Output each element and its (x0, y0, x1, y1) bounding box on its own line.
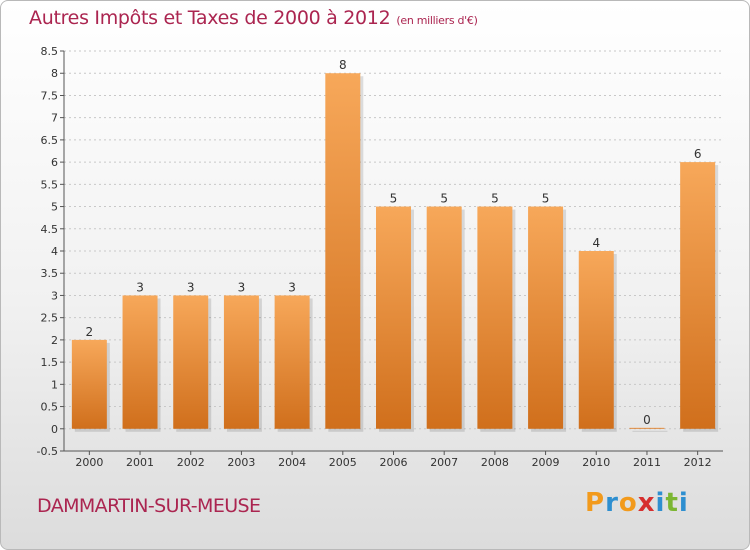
bar (376, 206, 411, 429)
y-tick-label: 0.5 (41, 401, 59, 414)
x-tick-label: 2007 (430, 456, 458, 469)
logo-letter: P (585, 488, 606, 518)
bar (680, 162, 716, 429)
y-tick-label: 1.5 (41, 356, 59, 369)
proxiti-logo[interactable]: Proxiti (585, 488, 689, 518)
x-tick-label: 2002 (177, 456, 205, 469)
y-tick-label: -0.5 (37, 445, 58, 458)
bar-shadow (632, 430, 668, 432)
x-tick-label: 2009 (532, 456, 560, 469)
y-tick-label: 5.5 (41, 178, 59, 191)
bar (325, 73, 361, 429)
x-tick-label: 2000 (75, 456, 103, 469)
x-tick-label: 2001 (126, 456, 154, 469)
y-tick-label: 5 (51, 201, 58, 214)
data-label: 5 (491, 192, 499, 206)
bar (629, 427, 665, 429)
y-tick-label: 1 (51, 378, 58, 391)
x-tick-label: 2008 (481, 456, 509, 469)
y-tick-label: 4.5 (41, 223, 59, 236)
bar (528, 206, 564, 429)
bar (223, 295, 259, 429)
logo-letter: i (655, 488, 666, 518)
data-label: 3 (136, 280, 144, 294)
data-label: 5 (440, 192, 448, 206)
y-tick-label: 8.5 (41, 45, 59, 58)
x-tick-label: 2006 (380, 456, 408, 469)
data-label: 0 (643, 413, 651, 427)
x-tick-label: 2010 (582, 456, 610, 469)
logo-letter: i (678, 488, 689, 518)
x-tick-label: 2003 (227, 456, 255, 469)
y-tick-label: 4 (51, 245, 58, 258)
bar (173, 295, 209, 429)
labels: -0.5 0 0.5 1 1.5 2 2.5 3 3.5 4 4.5 5 5.5 6 6.5 7 7.5 8 8.5… (37, 45, 712, 469)
chart-unit-label: (en milliers d'€) (396, 14, 478, 27)
x-tick-label: 2005 (329, 456, 357, 469)
bar (122, 295, 158, 429)
data-label: 8 (339, 58, 347, 72)
x-tick-label: 2012 (684, 456, 712, 469)
y-tick-label: 0 (51, 423, 58, 436)
data-label: 3 (288, 280, 296, 294)
data-label: 2 (86, 325, 94, 339)
bar (274, 295, 310, 429)
logo-letter: r (605, 488, 619, 518)
x-tick-label: 2011 (633, 456, 661, 469)
logo-letter: x (637, 488, 656, 518)
y-tick-label: 2 (51, 334, 58, 347)
y-tick-label: 6.5 (41, 134, 59, 147)
y-tick-label: 2.5 (41, 312, 59, 325)
y-tick-label: 6 (51, 156, 58, 169)
y-tick-label: 7.5 (41, 89, 59, 102)
data-label: 3 (238, 280, 246, 294)
chart-title-text: Autres Impôts et Taxes de 2000 à 2012 (29, 7, 391, 29)
location-name: DAMMARTIN-SUR-MEUSE (37, 495, 261, 517)
bar (578, 251, 614, 429)
y-tick-label: 8 (51, 67, 58, 80)
data-label: 3 (187, 280, 195, 294)
axes (60, 50, 723, 455)
bars (71, 73, 719, 432)
bar (71, 339, 107, 429)
data-label: 5 (542, 192, 550, 206)
y-tick-label: 3 (51, 289, 58, 302)
data-label: 6 (694, 147, 702, 161)
logo-letter: o (618, 488, 638, 518)
logo-letter: t (665, 488, 679, 518)
bar (426, 206, 462, 429)
x-tick-label: 2004 (278, 456, 306, 469)
chart-title: Autres Impôts et Taxes de 2000 à 2012 (en… (29, 7, 478, 29)
bar (477, 206, 513, 429)
y-tick-label: 7 (51, 112, 58, 125)
data-label: 4 (592, 236, 600, 250)
y-tick-label: 3.5 (41, 267, 59, 280)
data-label: 5 (390, 192, 398, 206)
